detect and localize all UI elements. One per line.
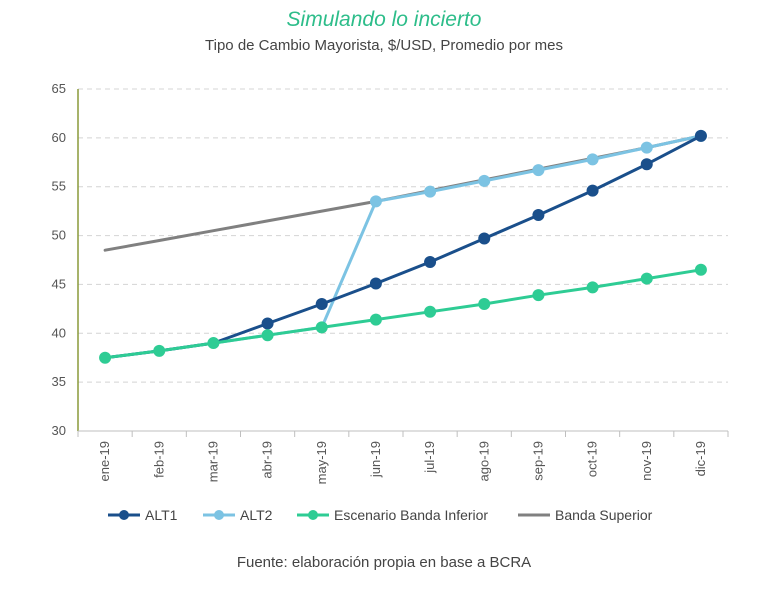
data-point-alt1 [369, 277, 382, 290]
legend: ALT1 ALT2 Escenario Banda Inferior Banda Su… [108, 507, 653, 523]
x-tick-label: nov-19 [639, 441, 654, 481]
data-point-escenario-banda-inferior [640, 272, 653, 285]
data-point-escenario-banda-inferior [153, 344, 166, 357]
data-point-alt1 [640, 158, 653, 171]
y-tick-label: 40 [52, 325, 66, 340]
axes [77, 89, 729, 437]
y-axis-ticks: 30 35 40 45 50 55 60 65 [52, 81, 66, 438]
source-note: Fuente: elaboración propia en base a BCR… [236, 554, 532, 571]
data-point-escenario-banda-inferior [315, 321, 328, 334]
series-layer [99, 129, 707, 364]
data-point-escenario-banda-inferior [424, 305, 437, 318]
legend-label: Escenario Banda Inferior [334, 507, 488, 523]
data-point-escenario-banda-inferior [586, 281, 599, 294]
y-tick-label: 50 [52, 228, 66, 243]
data-point-alt1 [315, 297, 328, 310]
legend-label: ALT2 [240, 507, 273, 523]
data-point-escenario-banda-inferior [261, 329, 274, 342]
legend-label: ALT1 [145, 507, 178, 523]
series-escenario-banda-inferior [99, 263, 707, 364]
x-tick-label: ago-19 [476, 441, 491, 481]
data-point-alt2 [369, 195, 382, 208]
data-point-alt2 [424, 185, 437, 198]
legend-entry-escenario-banda-inferior: Escenario Banda Inferior [297, 507, 488, 523]
chart-title: Simulando lo incierto [286, 8, 482, 31]
series-line-alt2 [103, 134, 703, 360]
y-tick-label: 60 [52, 130, 66, 145]
data-point-escenario-banda-inferior [694, 263, 707, 276]
data-point-escenario-banda-inferior [99, 351, 112, 364]
data-point-alt2 [532, 164, 545, 177]
legend-marker [119, 510, 129, 520]
x-tick-label: dic-19 [693, 441, 708, 476]
legend-entry-alt2: ALT2 [203, 507, 273, 523]
y-tick-label: 30 [52, 423, 66, 438]
series-alt1 [103, 129, 707, 360]
series-line-escenario-banda-inferior [103, 268, 703, 360]
data-point-alt2 [478, 174, 491, 187]
x-tick-label: ene-19 [97, 441, 112, 481]
legend-label: Banda Superior [555, 507, 653, 523]
series-line-banda-superior [103, 134, 703, 252]
grid-lines [78, 88, 728, 383]
data-point-escenario-banda-inferior [478, 297, 491, 310]
data-point-alt1 [424, 255, 437, 268]
x-tick-label: feb-19 [151, 441, 166, 478]
data-point-alt1 [532, 209, 545, 222]
series-line-alt1 [103, 134, 703, 360]
x-tick-label: oct-19 [585, 441, 600, 477]
series-banda-superior [103, 134, 703, 252]
legend-entry-alt1: ALT1 [108, 507, 178, 523]
x-tick-label: mar-19 [205, 441, 220, 482]
series-alt2 [103, 129, 707, 360]
legend-marker [308, 510, 318, 520]
data-point-alt1 [478, 232, 491, 245]
y-tick-label: 35 [52, 374, 66, 389]
data-point-alt1 [694, 129, 707, 142]
data-point-alt1 [586, 184, 599, 197]
legend-marker [214, 510, 224, 520]
x-tick-label: sep-19 [530, 441, 545, 481]
data-point-escenario-banda-inferior [207, 337, 220, 350]
data-point-escenario-banda-inferior [369, 313, 382, 326]
data-point-alt2 [586, 153, 599, 166]
chart-subtitle: Tipo de Cambio Mayorista, $/USD, Promedi… [205, 37, 563, 54]
x-tick-label: jul-19 [422, 441, 437, 474]
data-point-alt2 [640, 141, 653, 154]
y-tick-label: 45 [52, 276, 66, 291]
x-tick-label: may-19 [314, 441, 329, 484]
x-axis-ticks: ene-19 feb-19 mar-19 abr-19 may-19 jun-19 jul-… [97, 441, 708, 484]
legend-entry-banda-superior: Banda Superior [518, 507, 653, 523]
data-point-escenario-banda-inferior [532, 289, 545, 302]
x-tick-label: jun-19 [368, 441, 383, 478]
y-tick-label: 55 [52, 179, 66, 194]
data-point-alt1 [261, 317, 274, 330]
y-tick-label: 65 [52, 81, 66, 96]
x-tick-label: abr-19 [260, 441, 275, 479]
